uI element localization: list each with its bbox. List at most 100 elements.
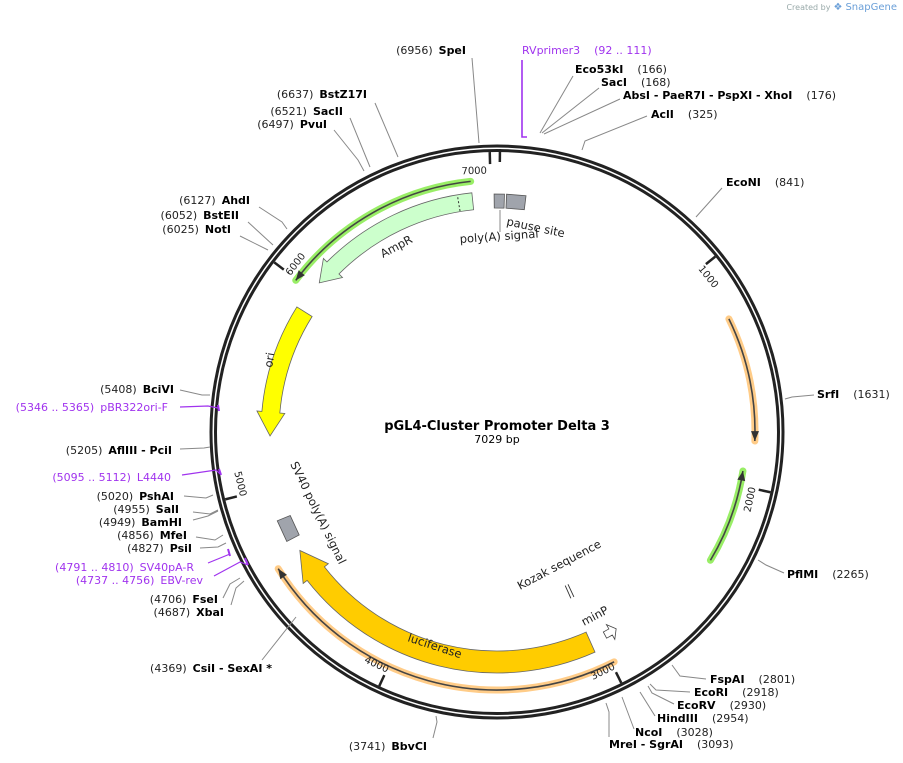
site-absi-xhoi[interactable]: AbsI - PaeR7I - PspXI - XhoI (176) <box>543 89 836 135</box>
luciferase-orf-arc-arrowhead-icon <box>278 568 287 580</box>
svg-text:(6127)AhdI: (6127) AhdI <box>179 194 250 207</box>
svg-text:(3741)BbvCI: (3741) BbvCI <box>349 740 427 753</box>
primer-rvprimer3[interactable]: RVprimer3 (92 .. 111) <box>521 44 652 138</box>
minp-feature-arrow <box>602 623 617 641</box>
site-bstz17i[interactable]: (6637) BstZ17I <box>277 88 399 158</box>
site-mfei[interactable]: (4856) MfeI <box>117 529 224 542</box>
tick-mark-3000 <box>614 671 623 684</box>
tick-label-1000: 1000 <box>696 264 721 291</box>
site-sali[interactable]: (4955) SalI <box>113 503 219 516</box>
site-hindiii[interactable]: HindIII (2954) <box>639 691 749 725</box>
tick-mark-5000 <box>224 495 238 501</box>
site-bsteii[interactable]: (6052) BstEII <box>161 209 274 246</box>
primer-pbr322ori-f[interactable]: (5346 .. 5365) pBR322ori-F <box>16 401 220 414</box>
site-bamhi[interactable]: (4949) BamHI <box>99 510 219 529</box>
backbone-ring <box>209 144 785 720</box>
site-afliii-pcii[interactable]: (5205) AflIII - PciI <box>66 444 211 457</box>
site-econi[interactable]: EcoNI (841) <box>695 176 804 218</box>
svg-text:(4955)SalI: (4955) SalI <box>113 503 179 516</box>
orf-green-arc-arrowhead-icon <box>737 470 746 482</box>
feature-label-polya[interactable]: poly(A) signal <box>459 227 539 246</box>
kozak-mark <box>567 584 575 598</box>
svg-text:(4706)FseI: (4706) FseI <box>150 593 218 606</box>
svg-text:(5408)BciVI: (5408) BciVI <box>100 383 174 396</box>
site-ecorv[interactable]: EcoRV (2930) <box>647 685 766 712</box>
orf-right-arc-highlight <box>725 315 759 445</box>
svg-text:FspAI(2801): FspAI (2801) <box>710 673 795 686</box>
svg-text:(6637)BstZ17I: (6637) BstZ17I <box>277 88 367 101</box>
site-ncoi[interactable]: NcoI (3028) <box>621 696 713 739</box>
orf-right-arc <box>725 315 759 445</box>
svg-text:NcoI(3028): NcoI (3028) <box>635 726 713 739</box>
svg-text:(4791 .. 4810)SV40pA-R: (4791 .. 4810) SV40pA-R <box>55 561 194 574</box>
backbone-inner-strand <box>214 149 780 715</box>
tick-mark-6000 <box>273 261 285 271</box>
site-fspai[interactable]: FspAI (2801) <box>671 664 795 686</box>
site-xbai[interactable]: (4687) XbaI <box>154 580 245 619</box>
orf-green-arc-highlight <box>706 467 747 564</box>
pause-site-box <box>505 193 527 211</box>
feature-label-sv40-polya[interactable]: SV40 poly(A) signal <box>287 459 349 566</box>
ampr-promoter-divider <box>456 195 461 212</box>
svg-text:(4856)MfeI: (4856) MfeI <box>117 529 187 542</box>
site-bbvci[interactable]: (3741) BbvCI <box>349 715 438 753</box>
site-ahdi[interactable]: (6127) AhdI <box>179 194 288 230</box>
site-mrei-sgrai[interactable]: MreI - SgrAI (3093) <box>605 702 734 751</box>
luciferase-orf-arc <box>274 565 618 694</box>
svg-text:EcoRI(2918): EcoRI (2918) <box>694 686 779 699</box>
plasmid-length: 7029 bp <box>474 433 519 446</box>
site-pshai[interactable]: (5020) PshAI <box>97 490 214 503</box>
site-eco53ki[interactable]: Eco53kI (166) <box>539 63 667 134</box>
tick-label-5000: 5000 <box>231 470 248 497</box>
site-bcivi[interactable]: (5408) BciVI <box>100 383 210 396</box>
tick-mark-2000 <box>758 488 771 494</box>
svg-text:(6025)NotI: (6025) NotI <box>162 223 231 236</box>
svg-text:Eco53kI(166): Eco53kI (166) <box>575 63 667 76</box>
svg-text:MreI - SgrAI(3093): MreI - SgrAI (3093) <box>609 738 734 751</box>
tick-mark-1000 <box>705 255 717 266</box>
site-pvui[interactable]: (6497) PvuI <box>257 118 365 172</box>
ampr-feature-arrow <box>318 192 475 284</box>
svg-text:(6956)SpeI: (6956) SpeI <box>396 44 466 57</box>
tick-mark-4000 <box>378 674 386 687</box>
backbone-outer-strand <box>209 144 785 720</box>
site-noti[interactable]: (6025) NotI <box>162 223 269 251</box>
features-layer <box>256 177 759 694</box>
site-sacii[interactable]: (6521) SacII <box>270 105 371 168</box>
primer-sv40pa-r[interactable]: (4791 .. 4810) SV40pA-R <box>55 548 231 574</box>
svg-text:(6497)PvuI: (6497) PvuI <box>257 118 327 131</box>
site-fsei[interactable]: (4706) FseI <box>150 577 241 606</box>
svg-text:(4369)CsiI - SexAI *: (4369) CsiI - SexAI * <box>150 662 272 675</box>
site-pflmi[interactable]: PflMI (2265) <box>757 559 869 581</box>
primer-ebv-rev[interactable]: (4737 .. 4756) EBV-rev <box>76 557 249 587</box>
svg-text:(5205)AflIII - PciI: (5205) AflIII - PciI <box>66 444 172 457</box>
tick-label-2000: 2000 <box>743 486 759 513</box>
site-ecori[interactable]: EcoRI (2918) <box>649 683 779 699</box>
site-saci[interactable]: SacI (168) <box>541 76 671 134</box>
primer-l4440[interactable]: (5095 .. 5112) L4440 <box>52 468 222 484</box>
polya-signal-box <box>493 193 505 209</box>
feature-label-minp[interactable]: minP <box>579 603 611 629</box>
svg-text:RVprimer3(92 .. 111): RVprimer3 (92 .. 111) <box>522 44 652 57</box>
watermark-prefix: Created by <box>786 3 831 12</box>
svg-text:(5020)PshAI: (5020) PshAI <box>97 490 174 503</box>
svg-text:(4827)PsiI: (4827) PsiI <box>127 542 192 555</box>
svg-text:SrfI(1631): SrfI (1631) <box>817 388 890 401</box>
site-acli[interactable]: AclI (325) <box>581 108 718 151</box>
orf-right-arc-line <box>728 318 756 442</box>
snapgene-logo-icon: ❖ <box>833 2 843 13</box>
svg-text:(6521)SacII: (6521) SacII <box>270 105 343 118</box>
ori-feature-arrow <box>256 306 313 437</box>
ampr-orf-arc <box>292 177 475 284</box>
watermark-brand: SnapGene <box>845 2 897 13</box>
site-csii-sexai[interactable]: (4369) CsiI - SexAI * <box>150 616 297 675</box>
feature-label-ori[interactable]: ori <box>261 351 277 368</box>
snapgene-watermark: Created by ❖ SnapGene <box>786 2 897 13</box>
feature-label-kozak[interactable]: Kozak sequence <box>515 537 604 593</box>
site-srfi[interactable]: SrfI (1631) <box>784 388 890 401</box>
site-psii[interactable]: (4827) PsiI <box>127 542 227 555</box>
site-spei[interactable]: (6956) SpeI <box>396 44 480 144</box>
luciferase-orf-arc-line <box>277 568 615 691</box>
svg-text:(5346 .. 5365)pBR322ori-F: (5346 .. 5365) pBR322ori-F <box>16 401 168 414</box>
orf-green-arc <box>706 467 747 564</box>
